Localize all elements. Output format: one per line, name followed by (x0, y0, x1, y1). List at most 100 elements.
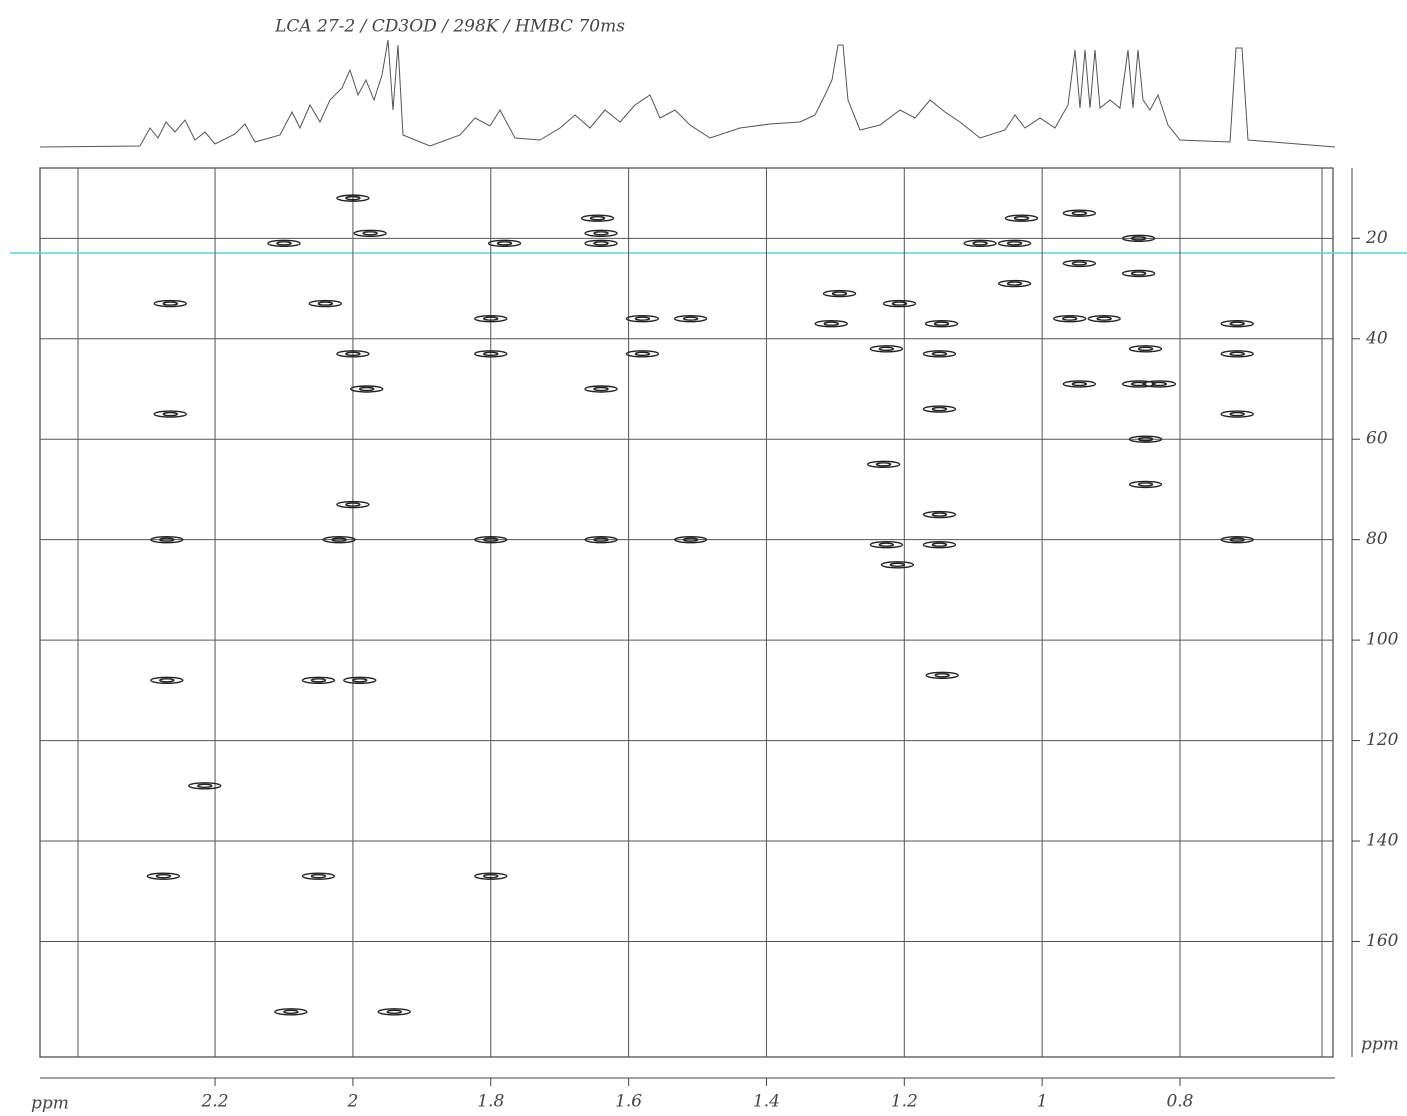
cross-peak-core (972, 241, 988, 246)
y-tick-label: 80 (1366, 529, 1388, 549)
cross-peak-core (1006, 281, 1023, 286)
cross-peak-core (345, 351, 361, 357)
cross-peak-core (386, 1009, 402, 1014)
cross-peak-core (1062, 316, 1078, 321)
cross-peak (922, 540, 957, 549)
cross-peak (1220, 350, 1254, 358)
cross-peak-core (593, 537, 609, 542)
cross-peak-core (1006, 241, 1023, 246)
cross-peak (625, 350, 660, 358)
x-tick-label: 2 (346, 1092, 358, 1112)
cross-peak-core (1137, 482, 1154, 487)
cross-peak (301, 872, 336, 880)
cross-peak-core (1151, 381, 1168, 387)
cross-peak (1121, 234, 1156, 243)
cross-peak (153, 410, 187, 418)
cross-peak-core (1229, 351, 1245, 357)
cross-peak-core (345, 502, 361, 507)
cross-peak-core (878, 346, 895, 352)
cross-peak (349, 385, 384, 393)
cross-peak (308, 299, 343, 308)
cross-peak (880, 561, 915, 569)
cross-peak (882, 299, 917, 308)
cross-peak (474, 314, 508, 323)
cross-peak (1128, 480, 1163, 489)
plot-frame (39, 167, 1334, 1058)
x-axis-label: ppm (31, 1094, 69, 1114)
cross-peak (150, 535, 184, 544)
cross-peak (1062, 380, 1097, 388)
cross-peak (997, 279, 1032, 288)
cross-peak-core (276, 241, 292, 246)
cross-peak-core (831, 291, 848, 296)
cross-peak (1121, 269, 1156, 278)
cross-peak (353, 229, 387, 237)
cross-peak-core (634, 351, 651, 357)
cross-peak (377, 1008, 411, 1016)
cross-peak (625, 314, 660, 323)
cross-peak (474, 350, 508, 358)
cross-peak (1121, 380, 1156, 388)
cross-peak (673, 314, 708, 323)
y-tick-label: 140 (1366, 831, 1399, 851)
cross-peak (1220, 320, 1254, 328)
cross-peak-core (197, 783, 213, 788)
cross-peak (869, 540, 904, 549)
cross-peak (866, 460, 901, 469)
cross-peak (474, 872, 508, 880)
projection-trace (39, 39, 1336, 148)
y-tick-label: 40 (1365, 328, 1388, 348)
y-tick-label: 100 (1366, 630, 1399, 650)
cross-peak-core (1137, 346, 1154, 352)
cross-peak (1142, 380, 1177, 388)
cross-peak-core (155, 873, 172, 879)
cross-peak-core (875, 462, 892, 467)
cross-peak-core (593, 386, 609, 392)
cross-peak-core (682, 537, 699, 542)
cross-peak (814, 320, 848, 328)
cross-peak-core (310, 873, 327, 879)
cross-peak (1053, 314, 1087, 323)
cross-peak (1128, 435, 1163, 443)
cross-peak (922, 405, 957, 413)
chart-title: LCA 27-2 / CD3OD / 298K / HMBC 70ms (274, 17, 625, 37)
cross-peak-core (1229, 537, 1245, 542)
cross-peak-core (283, 1009, 299, 1014)
cross-peak-core (345, 195, 361, 201)
x-tick-label: 1.2 (891, 1092, 918, 1112)
cross-peak-core (931, 406, 948, 412)
cross-peak-core (362, 231, 378, 236)
cross-peak-core (823, 321, 839, 326)
cross-peak-core (933, 321, 950, 326)
cross-peak-core (483, 537, 499, 542)
x-tick-label: 1.4 (753, 1092, 780, 1112)
cross-peak (1062, 209, 1097, 217)
cross-peak-core (934, 673, 950, 678)
cross-peak (1220, 535, 1254, 544)
cross-peak-core (1137, 437, 1154, 442)
cross-peak (1220, 410, 1254, 418)
cross-peak (146, 872, 181, 880)
cross-peak (584, 229, 618, 237)
cross-peak (822, 289, 857, 298)
cross-peak (336, 194, 370, 202)
cross-peak (584, 535, 618, 544)
cross-peak-core (931, 512, 948, 517)
cross-peak (922, 350, 957, 358)
cross-peak-core (1130, 236, 1147, 241)
cross-peak (336, 350, 370, 358)
cross-peak-core (483, 873, 499, 879)
cross-peak (153, 299, 187, 308)
cross-peak-core (682, 316, 699, 321)
cross-peak (963, 239, 997, 248)
x-tick-label: 1.6 (615, 1092, 642, 1112)
cross-peak-core (310, 678, 327, 683)
cross-peak-core (483, 351, 499, 357)
cross-peak (922, 510, 957, 519)
cross-peak (336, 500, 370, 509)
y-axis-label: ppm (1361, 1035, 1399, 1055)
cross-peak (584, 385, 618, 393)
cross-peak-core (593, 231, 609, 236)
cross-peak-core (1096, 316, 1112, 321)
